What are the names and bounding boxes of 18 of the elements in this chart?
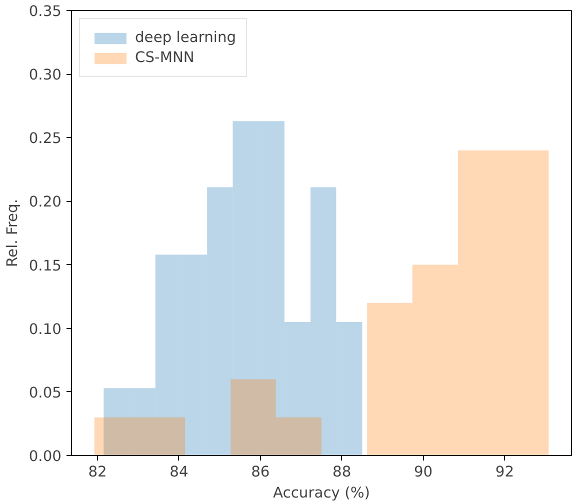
x-tick-label: 90 bbox=[414, 464, 433, 480]
legend-label: CS-MNN bbox=[135, 49, 194, 66]
y-tick-label: 0.00 bbox=[28, 448, 62, 465]
y-tick-label: 0.15 bbox=[28, 257, 62, 274]
y-tick-label: 0.35 bbox=[28, 3, 62, 20]
y-axis-title: Rel. Freq. bbox=[4, 199, 21, 267]
x-axis-title: Accuracy (%) bbox=[273, 484, 370, 502]
x-tick-label: 82 bbox=[88, 464, 107, 480]
y-tick-label: 0.30 bbox=[28, 66, 62, 84]
x-tick-label: 86 bbox=[251, 464, 270, 480]
x-tick-label: 84 bbox=[170, 464, 188, 480]
y-tick-label: 0.05 bbox=[28, 384, 62, 402]
y-tick-label: 0.20 bbox=[28, 194, 62, 211]
legend-label: deep learning bbox=[135, 29, 236, 46]
y-tick-label: 0.25 bbox=[28, 130, 62, 148]
x-tick-label: 88 bbox=[332, 464, 352, 480]
x-tick-label: 92 bbox=[495, 464, 514, 480]
y-tick-label: 0.10 bbox=[28, 320, 62, 338]
